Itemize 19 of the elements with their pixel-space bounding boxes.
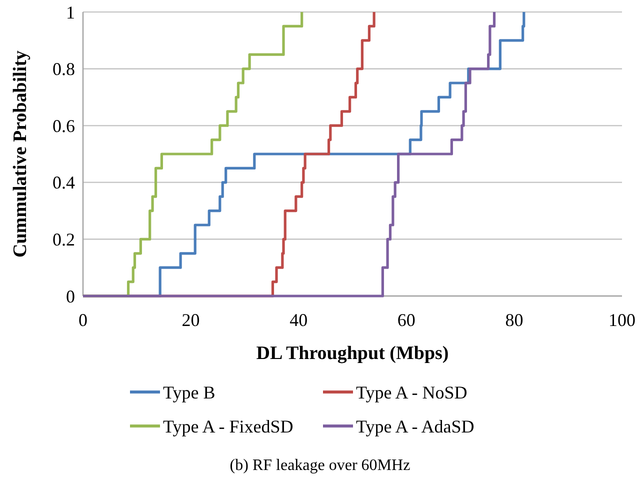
y-tick-label: 0.6 — [52, 116, 75, 136]
legend-label: Type A - AdaSD — [356, 416, 474, 436]
legend-label: Type A - FixedSD — [163, 416, 294, 436]
y-tick-label: 0 — [66, 286, 75, 306]
x-tick-label: 80 — [505, 310, 524, 330]
y-tick-label: 1 — [66, 2, 75, 22]
y-tick-label: 0.2 — [52, 230, 75, 250]
text: (b) RF leakage over 60MHz — [230, 457, 410, 474]
y-tick-label: 0.4 — [52, 172, 75, 193]
y-axis-title: Cummulative Probability — [10, 50, 31, 258]
y-tick-label: 0.8 — [52, 59, 75, 80]
x-tick-label: 0 — [78, 310, 88, 330]
legend-label: Type B — [163, 382, 216, 402]
x-tick-label: 20 — [182, 310, 200, 330]
legend-label: Type A - NoSD — [356, 382, 468, 402]
x-tick-label: 60 — [397, 310, 416, 330]
x-tick-label: 40 — [290, 310, 308, 330]
x-axis-title: DL Throughput (Mbps) — [256, 343, 449, 364]
x-tick-label: 100 — [608, 310, 636, 330]
